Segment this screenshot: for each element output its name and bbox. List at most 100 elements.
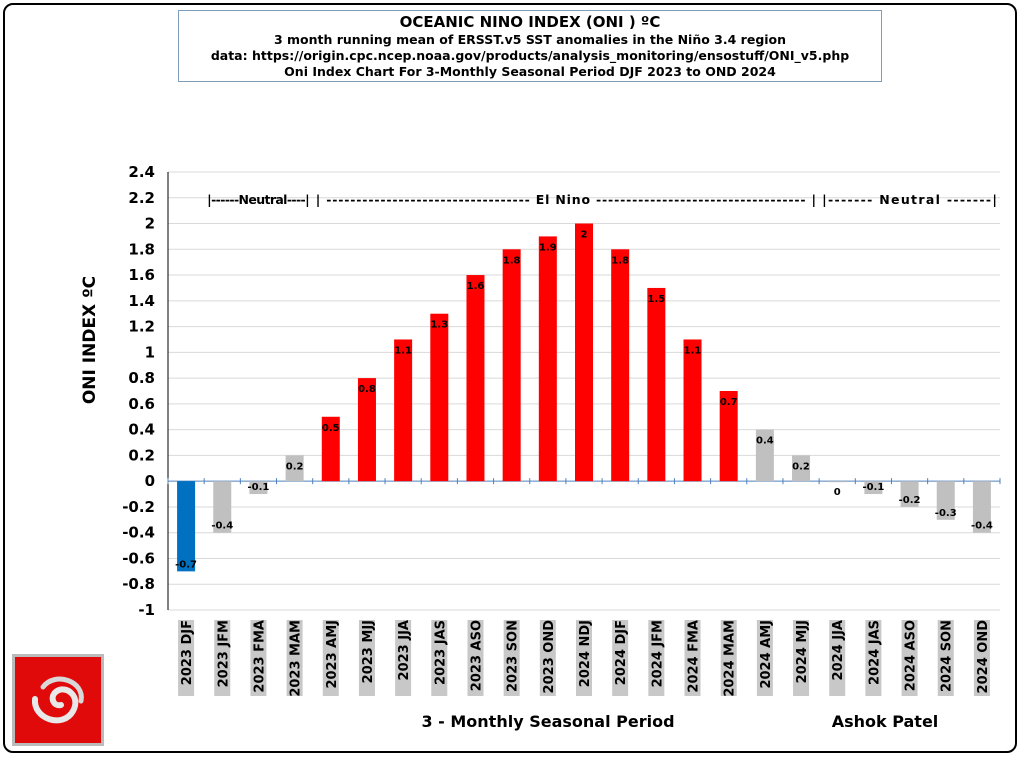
bar bbox=[575, 223, 593, 482]
x-label-bg bbox=[214, 620, 231, 696]
x-tick-label: 2023 MAM bbox=[289, 620, 304, 697]
bar bbox=[683, 339, 702, 482]
bar bbox=[213, 481, 232, 533]
x-label-bg bbox=[322, 620, 339, 696]
y-tick-label: 1 bbox=[145, 343, 155, 361]
data-label: 1.8 bbox=[611, 255, 629, 266]
y-tick-label: 2 bbox=[145, 215, 155, 233]
x-label-bg bbox=[901, 620, 918, 696]
x-tick-label: 2023 ASO bbox=[469, 620, 484, 691]
bar bbox=[647, 287, 666, 482]
bar bbox=[285, 455, 304, 482]
swirl-icon bbox=[32, 676, 84, 724]
x-label-bg bbox=[539, 620, 556, 696]
data-label: 1.3 bbox=[430, 320, 448, 331]
y-tick-label: 1.2 bbox=[128, 318, 155, 336]
logo bbox=[12, 654, 104, 746]
x-label-bg bbox=[937, 620, 954, 696]
x-label-bg bbox=[503, 620, 520, 696]
bar bbox=[249, 481, 268, 495]
data-label: 1.9 bbox=[539, 242, 557, 253]
x-tick-label: 2024 SON bbox=[940, 620, 955, 692]
x-tick-label: 2023 JFM bbox=[216, 620, 231, 687]
bar bbox=[394, 339, 413, 482]
x-tick-label: 2024 AMJ bbox=[759, 620, 774, 689]
phase-annotation: | ---------------------------------- El … bbox=[316, 192, 816, 207]
x-label-bg bbox=[612, 620, 629, 696]
y-tick-label: -0.2 bbox=[122, 498, 155, 516]
data-label: 2 bbox=[581, 230, 588, 241]
x-tick-label: 2023 MJJ bbox=[361, 620, 376, 683]
x-label-bg bbox=[829, 620, 846, 696]
x-tick-label: 2023 FMA bbox=[252, 620, 267, 693]
bar bbox=[611, 249, 630, 482]
x-tick-label: 2023 JJA bbox=[397, 620, 412, 680]
x-tick-label: 2024 FMA bbox=[687, 620, 702, 693]
x-axis-title: 3 - Monthly Seasonal Period bbox=[421, 712, 674, 731]
phase-annotation: |------Neutral----| bbox=[207, 192, 310, 207]
x-label-bg bbox=[756, 620, 773, 696]
bar bbox=[321, 416, 340, 482]
y-tick-label: 0.2 bbox=[128, 446, 155, 464]
x-tick-label: 2024 JJA bbox=[831, 620, 846, 680]
chart-title: OCEANIC NINO INDEX (ONI ) ºC bbox=[399, 13, 661, 31]
bar bbox=[792, 455, 811, 482]
bar bbox=[502, 249, 521, 482]
x-tick-label: 2024 ASO bbox=[904, 620, 919, 691]
data-source: data: https://origin.cpc.ncep.noaa.gov/p… bbox=[210, 48, 850, 63]
x-label-bg bbox=[720, 620, 737, 696]
title-box: OCEANIC NINO INDEX (ONI ) ºC 3 month run… bbox=[178, 10, 882, 82]
x-label-bg bbox=[865, 620, 882, 696]
bar bbox=[430, 313, 449, 482]
chart-subtitle: 3 month running mean of ERSST.v5 SST ano… bbox=[273, 32, 787, 47]
y-tick-label: 2.4 bbox=[128, 163, 155, 181]
x-label-bg bbox=[973, 620, 990, 696]
bar bbox=[828, 481, 847, 483]
data-label: 1.1 bbox=[394, 345, 412, 356]
data-label: 1.5 bbox=[647, 294, 665, 305]
x-tick-label: 2023 JAS bbox=[433, 620, 448, 685]
y-tick-label: 1.8 bbox=[128, 240, 155, 258]
y-tick-label: -0.8 bbox=[122, 575, 155, 593]
x-tick-label: 2024 JFM bbox=[650, 620, 665, 687]
x-tick-label: 2023 AMJ bbox=[325, 620, 340, 689]
x-label-bg bbox=[467, 620, 484, 696]
data-label: 0.2 bbox=[792, 461, 810, 472]
author-credit: Ashok Patel bbox=[832, 712, 939, 731]
y-tick-label: 0.6 bbox=[128, 395, 155, 413]
x-label-bg bbox=[431, 620, 448, 696]
y-tick-label: 0.4 bbox=[128, 421, 155, 439]
phase-annotation: |------- Neutral -------| bbox=[822, 192, 997, 207]
x-tick-label: 2023 SON bbox=[506, 620, 521, 692]
bar bbox=[466, 275, 485, 482]
y-tick-label: -1 bbox=[138, 601, 155, 619]
y-tick-label: 1.6 bbox=[128, 266, 155, 284]
y-tick-label: 1.4 bbox=[128, 292, 155, 310]
data-label: 1.1 bbox=[684, 345, 702, 356]
bar bbox=[864, 481, 883, 495]
x-label-bg bbox=[250, 620, 267, 696]
y-tick-label: -0.6 bbox=[122, 549, 155, 567]
data-label: 0 bbox=[834, 487, 841, 498]
data-label: -0.1 bbox=[862, 482, 884, 493]
bar bbox=[719, 391, 738, 482]
chart-period: Oni Index Chart For 3-Monthly Seasonal P… bbox=[284, 64, 776, 79]
y-tick-label: 0.8 bbox=[128, 369, 155, 387]
data-label: 0.2 bbox=[286, 461, 304, 472]
x-tick-label: 2024 OND bbox=[976, 620, 991, 694]
bar bbox=[900, 481, 919, 507]
x-tick-label: 2024 MAM bbox=[723, 620, 738, 697]
data-label: -0.2 bbox=[899, 495, 921, 506]
x-label-bg bbox=[358, 620, 375, 696]
x-label-bg bbox=[395, 620, 412, 696]
data-label: -0.4 bbox=[211, 521, 233, 532]
x-label-bg bbox=[648, 620, 665, 696]
x-tick-label: 2024 DJF bbox=[614, 620, 629, 685]
data-label: 1.8 bbox=[503, 255, 521, 266]
x-label-bg bbox=[793, 620, 810, 696]
x-tick-label: 2023 OND bbox=[542, 620, 557, 694]
x-label-bg bbox=[286, 620, 303, 696]
data-label: 0.7 bbox=[720, 397, 738, 408]
data-label: -0.4 bbox=[971, 521, 993, 532]
data-label: -0.7 bbox=[175, 559, 197, 570]
